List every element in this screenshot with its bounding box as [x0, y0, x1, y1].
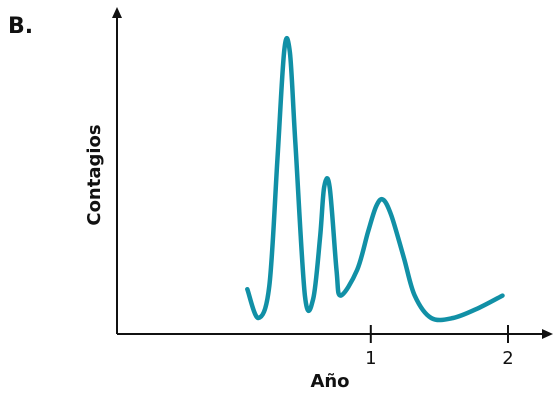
y-axis-label: Contagios: [84, 124, 105, 225]
x-axis-arrow: [542, 329, 553, 339]
series-line: [245, 36, 505, 323]
x-tick-label-1: 1: [365, 348, 376, 369]
y-axis-arrow: [112, 7, 122, 18]
panel-label: B.: [8, 14, 33, 39]
x-tick-label-2: 2: [502, 348, 513, 369]
x-axis-label: Año: [310, 371, 349, 392]
axes: [112, 7, 553, 339]
